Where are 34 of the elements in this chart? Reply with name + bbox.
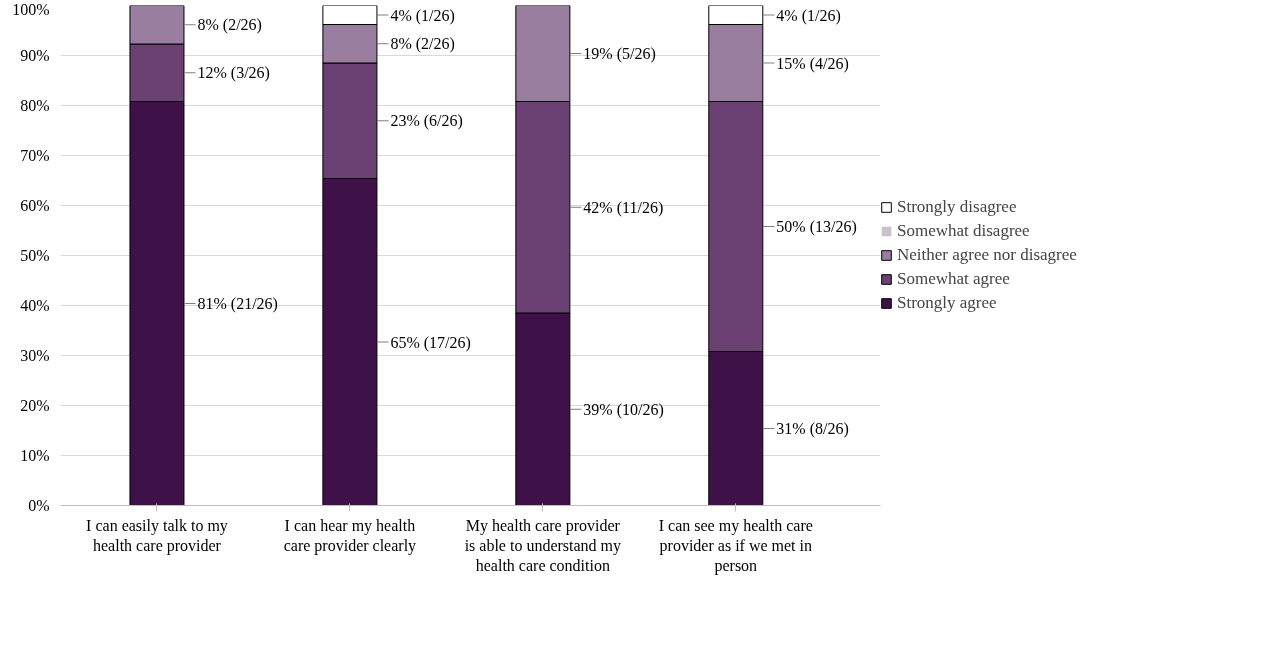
y-tick-label: 30% <box>20 347 50 364</box>
data-label: 31% (8/26) <box>776 420 849 438</box>
data-label: 23% (6/26) <box>390 112 463 131</box>
y-tick-label: 100% <box>12 0 50 18</box>
x-tick-label: I can hear my health care provider clearly <box>283 516 417 555</box>
data-label: 19% (5/26) <box>583 45 656 63</box>
legend-label: Strongly disagree <box>897 197 1017 217</box>
y-tick-label: 80% <box>20 97 50 114</box>
data-label: 42% (11/26) <box>583 198 664 217</box>
data-label: 8% (2/26) <box>390 35 455 54</box>
data-label: 15% (4/26) <box>776 54 849 73</box>
legend-label: Somewhat agree <box>897 269 1010 289</box>
data-label: 12% (3/26) <box>197 64 270 83</box>
y-tick-label: 20% <box>20 397 50 414</box>
data-label: 4% (1/26) <box>776 6 841 25</box>
data-label: 8% (2/26) <box>197 16 262 35</box>
legend-label: Neither agree nor disagree <box>897 245 1077 265</box>
data-label: 65% (17/26) <box>390 333 471 352</box>
data-label: 39% (10/26) <box>583 400 664 419</box>
y-tick-label: 40% <box>20 297 50 314</box>
x-tick-label: I can easily talk to my health care provider <box>86 516 228 555</box>
y-tick-label: 0% <box>28 497 50 514</box>
data-label: 50% (13/26) <box>776 218 857 236</box>
y-tick-label: 60% <box>20 197 50 214</box>
x-tick-label: I can see my health care provider as if we met in person <box>658 516 813 576</box>
y-tick-label: 70% <box>20 147 50 164</box>
x-tick-label: My health care provider is able to understand my health care condition <box>464 516 622 575</box>
y-tick-label: 10% <box>20 447 50 464</box>
data-label: 4% (1/26) <box>390 6 455 25</box>
legend-label: Strongly agree <box>897 293 997 313</box>
legend-label: Somewhat disagree <box>897 221 1030 241</box>
y-tick-label: 90% <box>20 47 50 64</box>
data-label: 81% (21/26) <box>197 295 278 313</box>
y-tick-label: 50% <box>20 247 50 264</box>
